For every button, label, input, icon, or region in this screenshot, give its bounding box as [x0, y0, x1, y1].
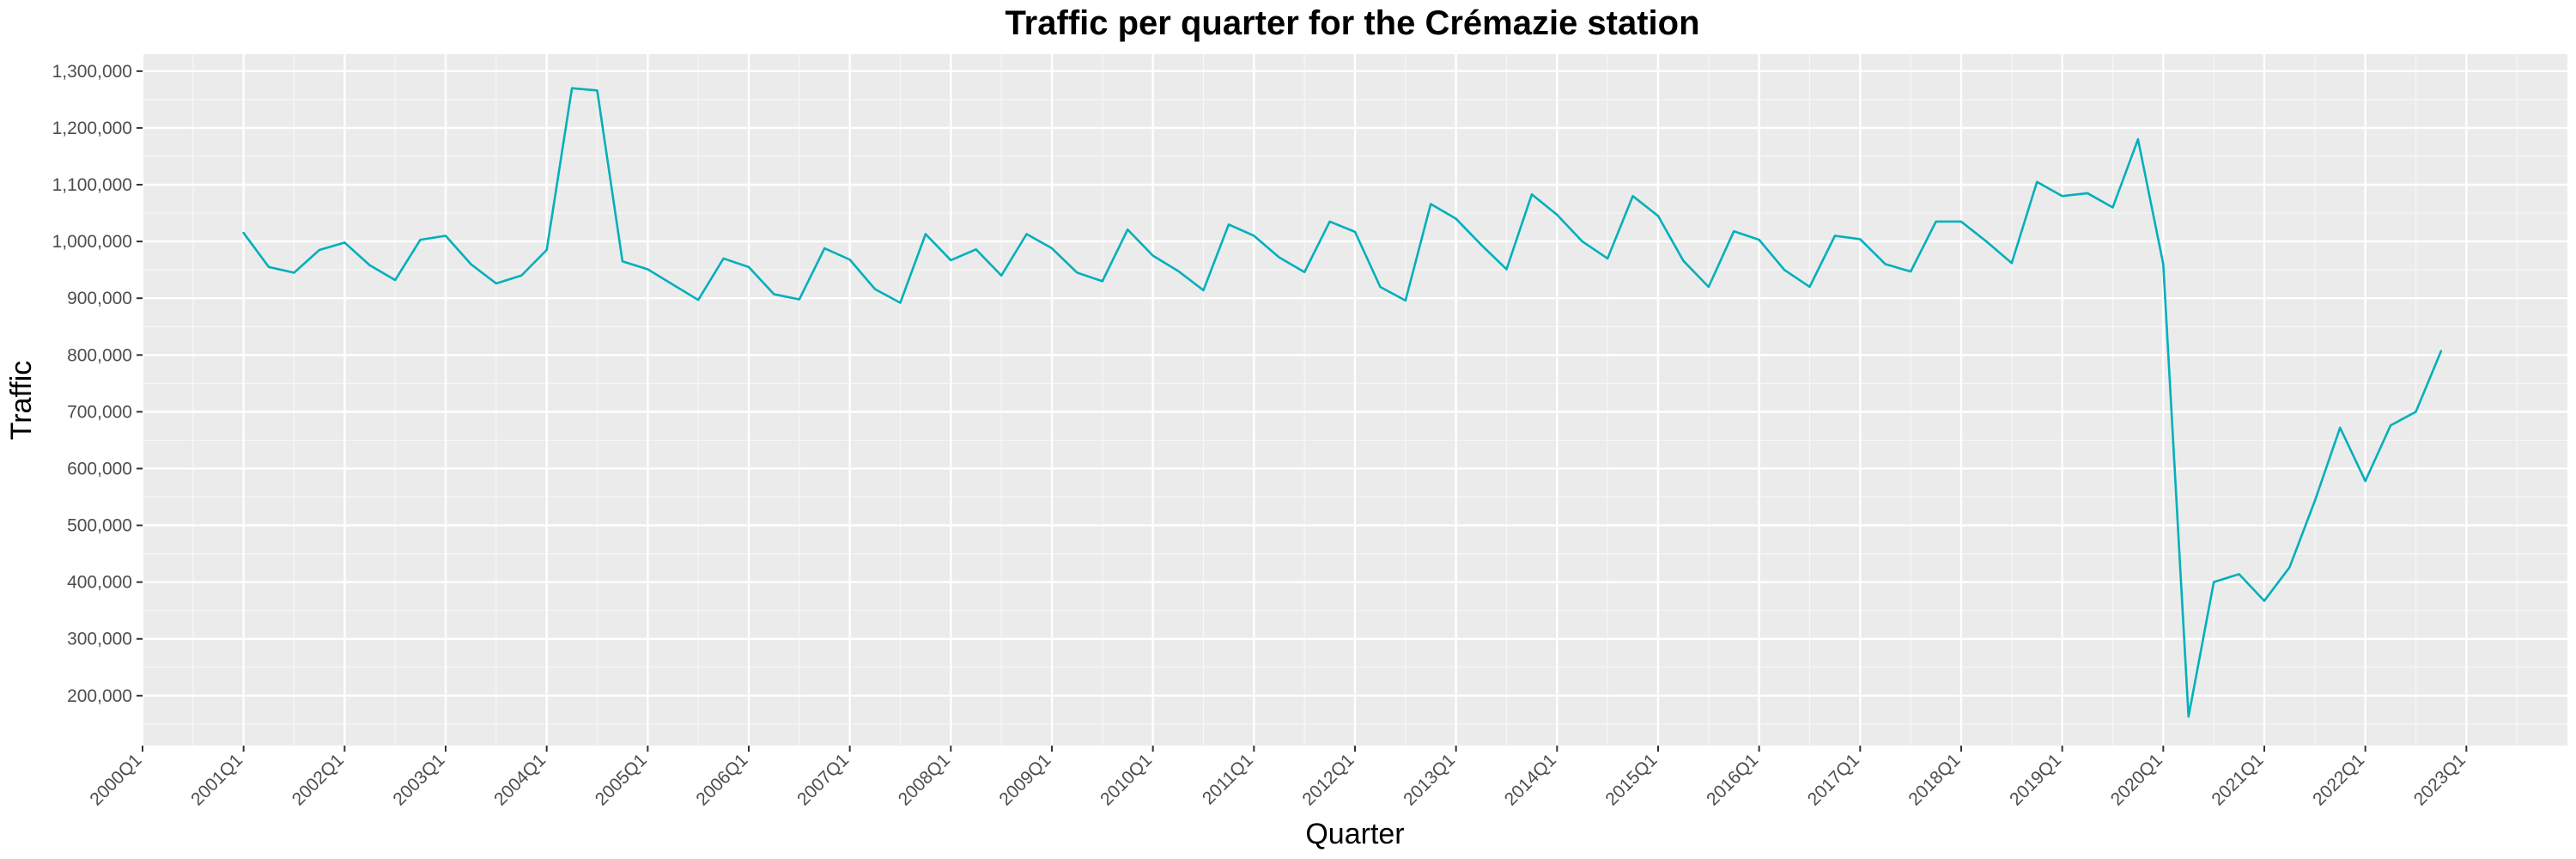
y-tick-label: 800,000	[67, 345, 132, 365]
x-tick-label: 2018Q1	[1905, 750, 1964, 809]
y-axis: 200,000 300,000 400,000 500,000 600,000 700,0…	[52, 62, 143, 706]
grid-lines	[141, 54, 2567, 746]
x-tick-label: 2009Q1	[995, 750, 1054, 809]
x-tick-label: 2003Q1	[389, 750, 448, 809]
x-tick-label: 2010Q1	[1097, 750, 1156, 809]
x-tick-label: 2013Q1	[1400, 750, 1459, 809]
x-axis: 2000Q1 2001Q1 2002Q1 2003Q1 2004Q1 2005Q1 2006…	[86, 746, 2470, 809]
x-tick-label: 2005Q1	[592, 750, 651, 809]
y-tick-label: 400,000	[67, 573, 132, 593]
chart-title: Traffic per quarter for the Crémazie sta…	[1005, 4, 1699, 42]
x-tick-label: 2001Q1	[187, 750, 246, 809]
x-tick-label: 2006Q1	[692, 750, 751, 809]
y-tick-label: 900,000	[67, 289, 132, 308]
x-tick-label: 2022Q1	[2309, 750, 2368, 809]
x-tick-label: 2015Q1	[1601, 750, 1661, 809]
y-tick-label: 1,100,000	[52, 175, 132, 195]
y-tick-label: 700,000	[67, 402, 132, 422]
y-axis-title: Traffic	[5, 361, 38, 441]
x-tick-label: 2000Q1	[86, 750, 145, 809]
y-tick-label: 200,000	[67, 686, 132, 706]
x-tick-label: 2016Q1	[1703, 750, 1762, 809]
y-tick-label: 1,300,000	[52, 62, 132, 82]
x-tick-label: 2021Q1	[2208, 750, 2267, 809]
series-layer	[242, 87, 2443, 718]
x-tick-label: 2019Q1	[2006, 750, 2065, 809]
y-tick-label: 1,000,000	[52, 232, 132, 252]
x-tick-label: 2014Q1	[1501, 750, 1560, 809]
x-tick-label: 2004Q1	[490, 750, 550, 809]
x-axis-title: Quarter	[1305, 818, 1404, 850]
y-tick-label: 1,200,000	[52, 119, 132, 138]
x-tick-label: 2017Q1	[1804, 750, 1863, 809]
x-tick-label: 2002Q1	[289, 750, 348, 809]
x-tick-label: 2023Q1	[2410, 750, 2470, 809]
x-tick-label: 2007Q1	[793, 750, 853, 809]
y-tick-label: 500,000	[67, 516, 132, 536]
x-tick-label: 2008Q1	[895, 750, 954, 809]
y-tick-label: 300,000	[67, 630, 132, 649]
x-tick-label: 2012Q1	[1298, 750, 1358, 809]
x-tick-label: 2011Q1	[1199, 750, 1257, 808]
x-tick-label: 2020Q1	[2107, 750, 2166, 809]
traffic-series-line	[242, 87, 2443, 718]
y-tick-label: 600,000	[67, 459, 132, 478]
